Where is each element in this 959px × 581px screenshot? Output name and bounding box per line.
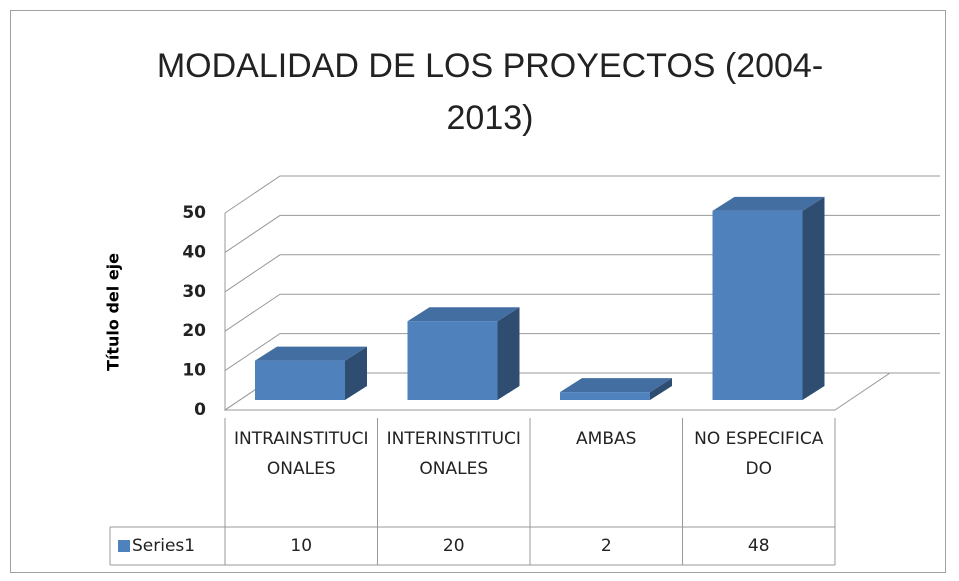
bar-side (497, 307, 520, 400)
bar (712, 210, 803, 400)
y-axis-title: Título del eje (104, 253, 123, 371)
chart-frame (10, 10, 946, 573)
grid-line (224, 293, 940, 332)
category-label: INTERINSTITUCIONALES (386, 429, 521, 479)
category-label: INTRAINSTITUCIONALES (234, 429, 369, 479)
bar-top (560, 378, 672, 393)
bar-side (802, 196, 825, 400)
table-value: 20 (442, 536, 465, 556)
y-tick-label: 0 (194, 400, 206, 420)
bar-top (712, 196, 825, 211)
table-value: 10 (290, 536, 313, 556)
bar (560, 392, 650, 400)
y-tick-label: 30 (182, 282, 206, 302)
bar-top (255, 346, 367, 361)
grid-line (224, 254, 940, 293)
bar-top (407, 307, 520, 322)
bar (407, 321, 498, 400)
category-label: NO ESPECIFICADO (694, 429, 824, 479)
bar-side (345, 346, 367, 400)
grid-line (224, 175, 940, 214)
legend-label: Series1 (132, 536, 196, 556)
y-tick-label: 20 (182, 321, 206, 341)
bar (255, 360, 345, 400)
legend-swatch (118, 540, 130, 552)
y-tick-label: 40 (182, 242, 206, 262)
bar-side (650, 378, 672, 400)
y-tick-label: 50 (182, 203, 206, 223)
table-value: 48 (747, 536, 770, 556)
chart-title: MODALIDAD DE LOS PROYECTOS (2004-2013) (156, 47, 824, 137)
y-tick-label: 10 (182, 361, 206, 381)
category-label: AMBAS (576, 429, 637, 449)
table-value: 2 (600, 536, 612, 556)
grid-line (224, 214, 940, 253)
